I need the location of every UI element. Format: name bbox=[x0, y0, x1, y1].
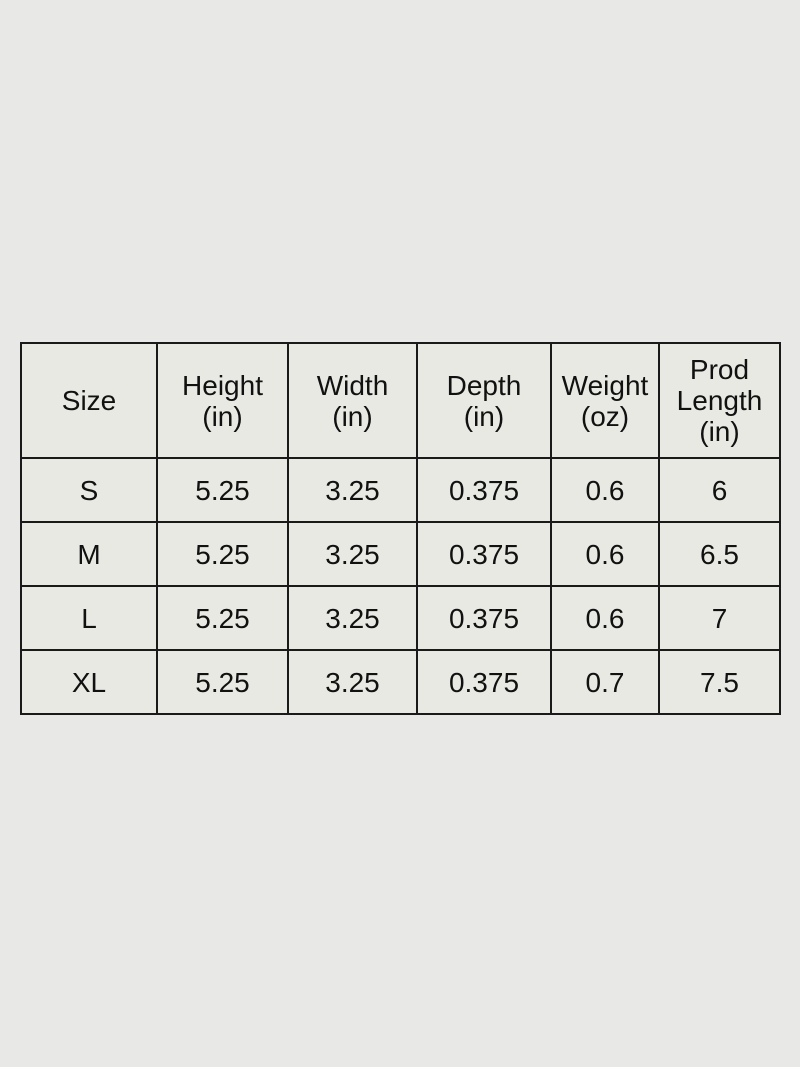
value-cell: 7.5 bbox=[658, 649, 781, 715]
column-header-line: Weight bbox=[561, 369, 649, 401]
value-cell: 3.25 bbox=[287, 457, 418, 523]
size-cell: M bbox=[20, 521, 158, 587]
size-cell: S bbox=[20, 457, 158, 523]
value-cell: 6.5 bbox=[658, 521, 781, 587]
column-header: Size bbox=[20, 342, 158, 459]
value-cell: 5.25 bbox=[156, 585, 289, 651]
table-row: M 5.25 3.25 0.375 0.6 6.5 bbox=[20, 521, 781, 587]
column-header-line: (in) bbox=[202, 400, 243, 432]
column-header: Height (in) bbox=[156, 342, 289, 459]
value-cell: 5.25 bbox=[156, 649, 289, 715]
column-header-line: (in) bbox=[332, 400, 373, 432]
table-row: XL 5.25 3.25 0.375 0.7 7.5 bbox=[20, 649, 781, 715]
size-cell: L bbox=[20, 585, 158, 651]
column-header: Prod Length (in) bbox=[658, 342, 781, 459]
column-header-line: (oz) bbox=[580, 400, 630, 432]
column-header-line: (in) bbox=[463, 400, 505, 432]
value-cell: 6 bbox=[658, 457, 781, 523]
value-cell: 0.375 bbox=[416, 457, 552, 523]
value-cell: 5.25 bbox=[156, 457, 289, 523]
column-header-line: Height bbox=[182, 369, 263, 401]
value-cell: 0.6 bbox=[550, 521, 660, 587]
header-row: Size Height (in) Width (in) Depth (in) Weight (o… bbox=[20, 342, 781, 459]
table-row: L 5.25 3.25 0.375 0.6 7 bbox=[20, 585, 781, 651]
column-header: Depth (in) bbox=[416, 342, 552, 459]
column-header-line: (in) bbox=[699, 416, 740, 447]
size-chart-table: Size Height (in) Width (in) Depth (in) Weight (o… bbox=[20, 342, 781, 715]
column-header-line: Depth bbox=[446, 369, 522, 401]
value-cell: 0.6 bbox=[550, 457, 660, 523]
value-cell: 0.375 bbox=[416, 649, 552, 715]
column-header-line: Size bbox=[61, 385, 117, 416]
value-cell: 7 bbox=[658, 585, 781, 651]
value-cell: 5.25 bbox=[156, 521, 289, 587]
column-header-line: Length bbox=[676, 385, 763, 416]
column-header-line: Width bbox=[316, 369, 389, 401]
value-cell: 3.25 bbox=[287, 585, 418, 651]
value-cell: 0.6 bbox=[550, 585, 660, 651]
value-cell: 3.25 bbox=[287, 521, 418, 587]
size-cell: XL bbox=[20, 649, 158, 715]
column-header-line: Prod bbox=[689, 354, 750, 385]
table-row: S 5.25 3.25 0.375 0.6 6 bbox=[20, 457, 781, 523]
value-cell: 0.375 bbox=[416, 521, 552, 587]
value-cell: 3.25 bbox=[287, 649, 418, 715]
column-header: Weight (oz) bbox=[550, 342, 660, 459]
value-cell: 0.7 bbox=[550, 649, 660, 715]
column-header: Width (in) bbox=[287, 342, 418, 459]
value-cell: 0.375 bbox=[416, 585, 552, 651]
